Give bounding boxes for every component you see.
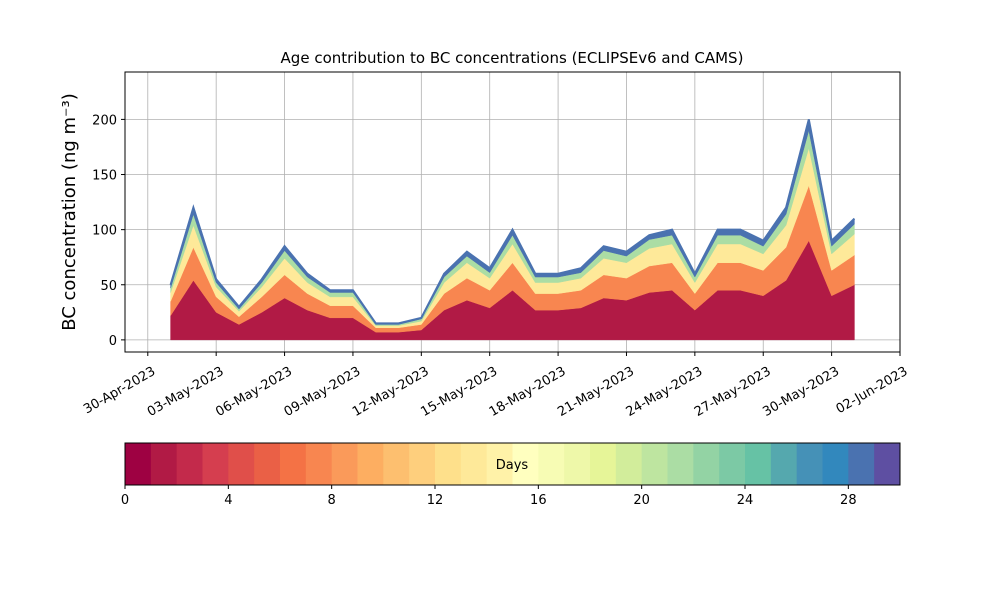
colorbar-tick-label: 24 [737, 493, 754, 508]
x-tick-label: 15-May-2023 [418, 364, 500, 420]
x-tick-label: 24-May-2023 [624, 364, 706, 420]
colorbar-label: Days [496, 458, 529, 473]
colorbar-swatch [848, 443, 875, 485]
colorbar-swatch [641, 443, 668, 485]
y-tick-label: 0 [109, 334, 117, 349]
colorbar-swatch [254, 443, 281, 485]
plot-frame [124, 71, 901, 353]
colorbar-tick-label: 8 [328, 493, 336, 508]
colorbar-swatch [305, 443, 333, 485]
colorbar-swatch [512, 443, 539, 485]
colorbar-swatch [435, 443, 462, 485]
colorbar-swatch [538, 443, 565, 485]
colorbar-swatch [667, 443, 694, 485]
colorbar-frame [124, 442, 901, 486]
colorbar-swatch [383, 443, 410, 485]
colorbar-swatch [228, 443, 255, 485]
y-tick-label: 150 [92, 169, 117, 184]
colorbar-tick-label: 28 [840, 493, 857, 508]
colorbar-tick-label: 4 [224, 493, 232, 508]
colorbar-swatch [564, 443, 591, 485]
colorbar-tick-label: 20 [633, 493, 650, 508]
colorbar-swatch [770, 443, 798, 485]
colorbar-swatch [409, 443, 436, 485]
x-tick-label: 27-May-2023 [692, 364, 774, 420]
y-axis-label: BC concentration (ng m⁻³) [59, 93, 80, 331]
colorbar-swatch [796, 443, 823, 485]
x-tick-label: 21-May-2023 [555, 364, 637, 420]
colorbar-swatch [874, 443, 901, 485]
chart-title: Age contribution to BC concentrations (E… [281, 49, 744, 67]
x-tick-label: 12-May-2023 [350, 364, 432, 420]
colorbar-swatch [125, 443, 152, 485]
colorbar-swatch [202, 443, 229, 485]
colorbar-swatch [615, 443, 643, 485]
colorbar-swatch [176, 443, 203, 485]
colorbar-swatch [486, 443, 513, 485]
y-tick-label: 200 [92, 113, 117, 128]
colorbar-swatch [460, 443, 488, 485]
x-tick-label: 03-May-2023 [145, 364, 227, 420]
colorbar-swatch [331, 443, 358, 485]
x-tick-label: 30-May-2023 [760, 364, 842, 420]
colorbar-swatch [357, 443, 384, 485]
colorbar-swatch [693, 443, 720, 485]
colorbar-tick-label: 12 [427, 493, 444, 508]
y-tick-label: 50 [100, 279, 117, 294]
x-tick-label: 18-May-2023 [487, 364, 569, 420]
colorbar-swatch [280, 443, 307, 485]
x-tick-label: 02-Jun-2023 [834, 364, 911, 417]
colorbar-swatch [150, 443, 178, 485]
total-line [169, 119, 856, 325]
colorbar-swatch [745, 443, 772, 485]
colorbar-swatch [590, 443, 617, 485]
colorbar-tick-label: 16 [530, 493, 547, 508]
colorbar-swatch [719, 443, 746, 485]
y-tick-label: 100 [92, 224, 117, 239]
x-tick-label: 09-May-2023 [282, 364, 364, 420]
x-tick-label: 06-May-2023 [213, 364, 295, 420]
colorbar-tick-label: 0 [121, 493, 129, 508]
colorbar-swatch [822, 443, 849, 485]
